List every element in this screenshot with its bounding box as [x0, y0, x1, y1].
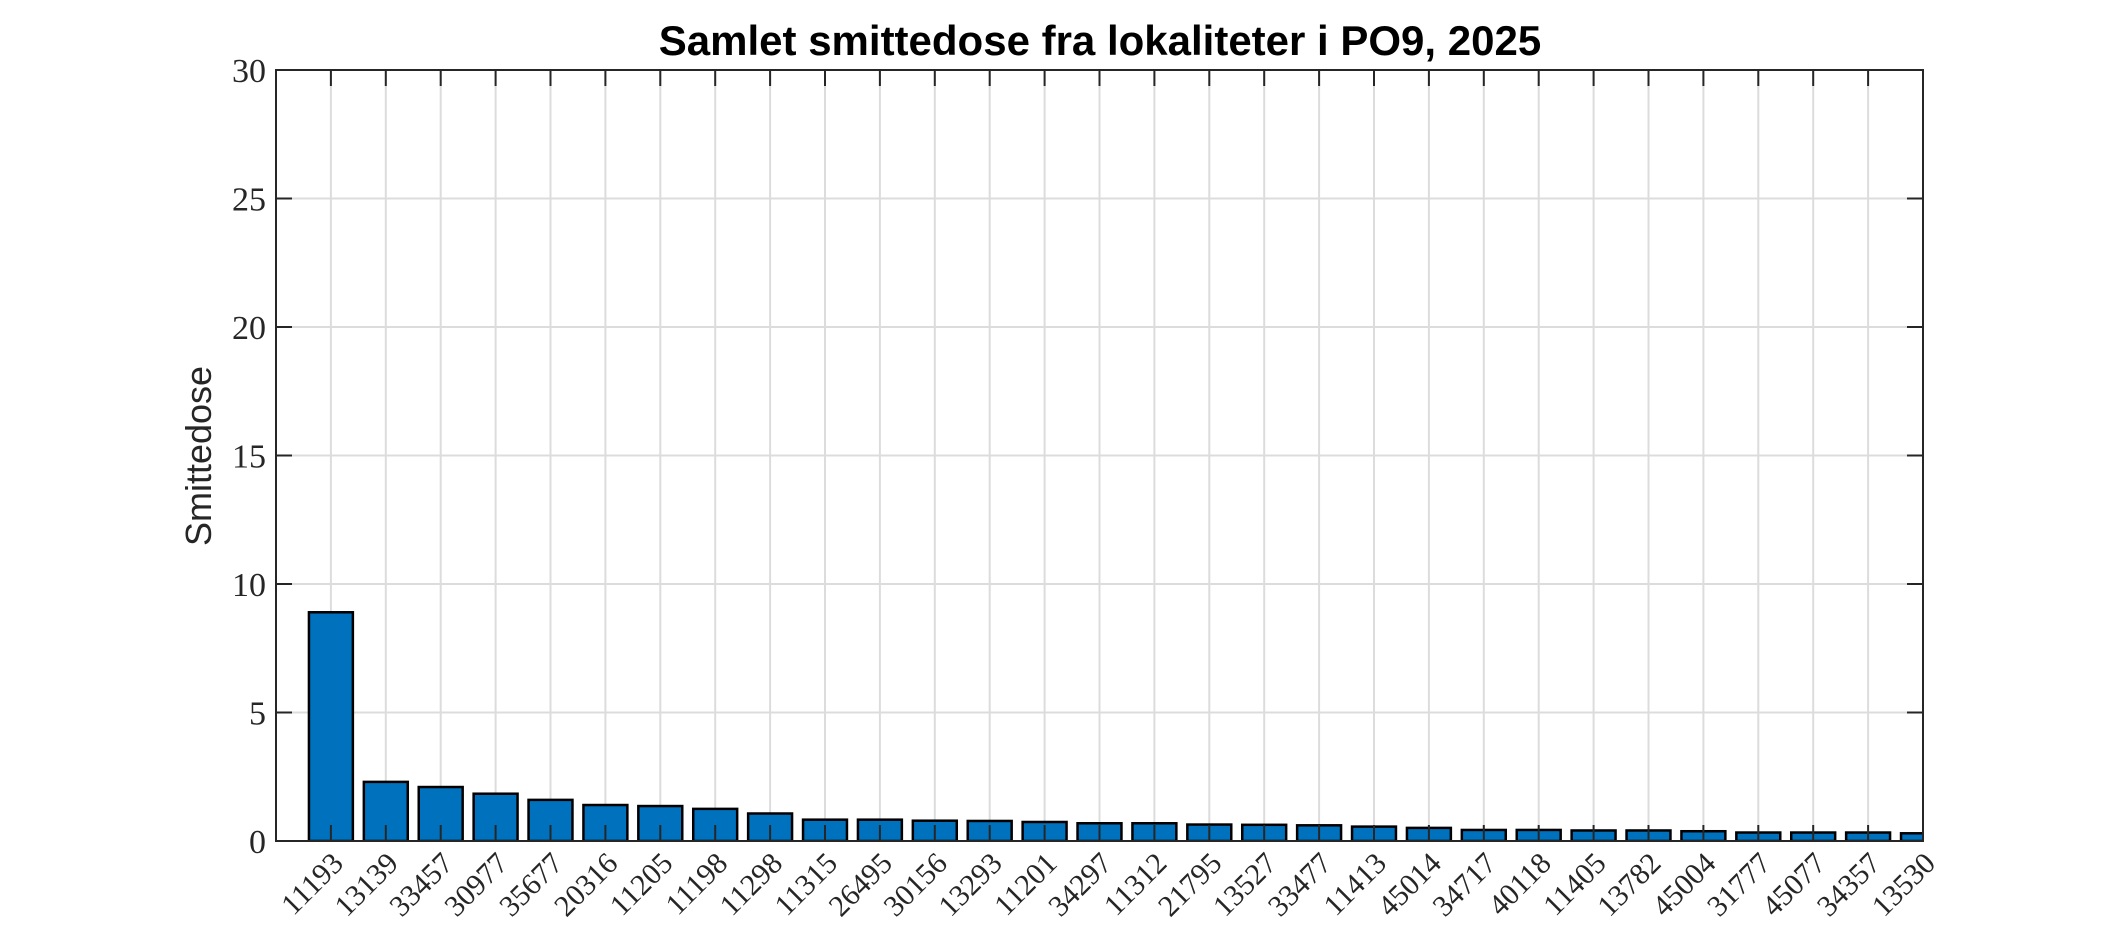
y-tick-label: 10: [232, 567, 266, 604]
x-tick-label: 13293: [932, 847, 1008, 923]
x-tick-label: 45014: [1371, 847, 1447, 923]
chart-title: Samlet smittedose fra lokaliteter i PO9,…: [659, 17, 1541, 64]
y-tick-label: 15: [232, 439, 266, 476]
x-tick-label: 33477: [1262, 847, 1338, 923]
x-tick-label: 45077: [1756, 847, 1832, 923]
y-tick-label: 30: [232, 53, 266, 90]
x-tick-label: 34357: [1811, 847, 1887, 923]
y-tick-label: 20: [232, 310, 266, 347]
x-tick-label: 30977: [438, 847, 514, 923]
x-tick-label: 30156: [877, 847, 953, 923]
bars: 11193: 8.913139: 2.333457: 2.130977: 1.8…: [307, 611, 1923, 841]
x-tick-label: 11205: [604, 847, 680, 923]
x-tick-label: 45004: [1646, 847, 1722, 923]
x-tick-label: 26495: [822, 847, 898, 923]
y-axis-label: Smittedose: [178, 366, 219, 546]
bar: 20316: 1.4: [582, 803, 629, 841]
bar: 13530: 0.3: [1899, 832, 1923, 841]
x-tick-label: 34297: [1042, 847, 1118, 923]
bar: 11193: 8.9: [307, 611, 355, 841]
y-tick-labels: 0 5 10 15 20 25 30: [232, 53, 266, 861]
x-tick-label: 34717: [1426, 847, 1502, 923]
y-tick-label: 25: [232, 182, 266, 219]
x-tick-label: 20316: [548, 847, 624, 923]
x-tick-label: 13527: [1207, 847, 1283, 923]
x-tick-label: 11198: [659, 847, 734, 922]
x-tick-label: 33457: [383, 847, 459, 923]
y-tick-label: 0: [249, 824, 266, 861]
axes: [275, 69, 1924, 842]
x-tick-label: 40118: [1482, 847, 1558, 923]
x-tick-label: 13139: [328, 847, 404, 923]
x-tick-labels: 1119313139334573097735677203161120511198…: [275, 847, 1942, 923]
x-tick-label: 13782: [1591, 847, 1667, 923]
grid-lines: [276, 69, 1924, 842]
y-tick-label: 5: [249, 696, 266, 733]
x-tick-label: 35677: [493, 847, 569, 923]
x-tick-label: 21795: [1152, 847, 1228, 923]
x-tick-label: 13530: [1866, 847, 1942, 923]
x-tick-label: 31777: [1701, 847, 1777, 923]
x-tick-label: 11298: [713, 847, 789, 923]
